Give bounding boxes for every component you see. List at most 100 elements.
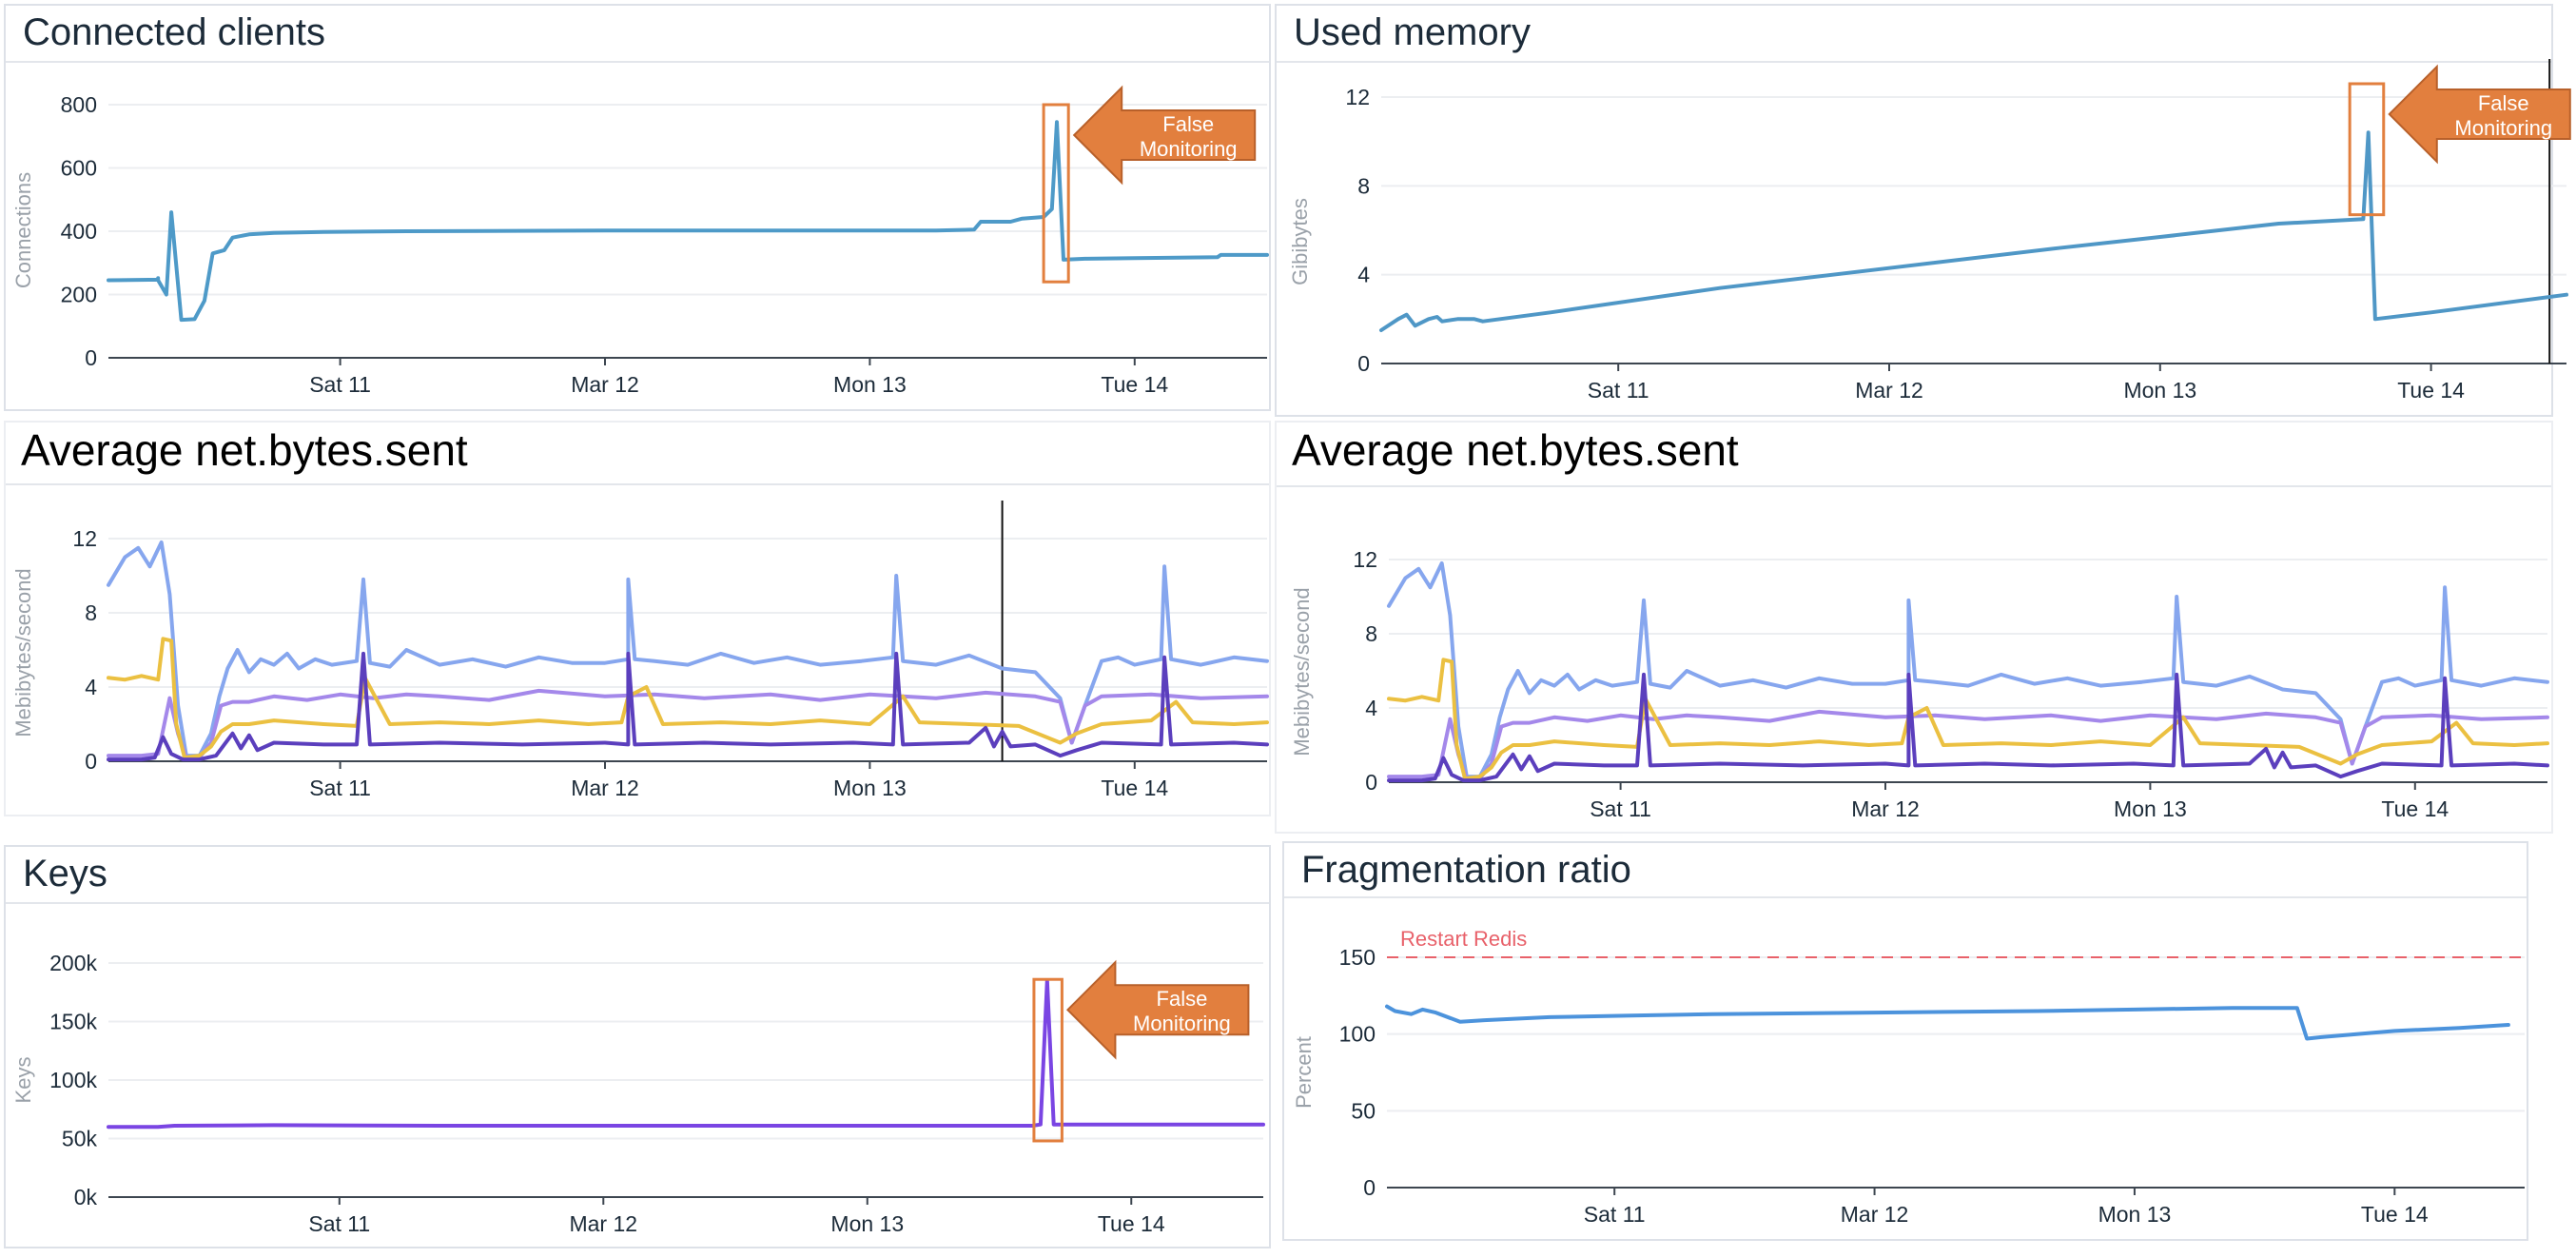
y-tick-label: 600 xyxy=(61,156,97,181)
x-tick-label: Mon 13 xyxy=(833,372,907,397)
y-tick-label: 8 xyxy=(1357,173,1370,198)
chart-used-memory: 0 4 8 12 Sat 11 Mar 12 Mon 13 Tue 14 Gibibytes Fa… xyxy=(1288,59,2571,403)
chart-net-bytes-right: 0 4 8 12 Sat 11 Mar 12 Mon 13 Tue 14 Mebibytes/s… xyxy=(1290,547,2549,821)
annotation-label: Monitoring xyxy=(1133,1012,1231,1035)
x-tick-label: Mar 12 xyxy=(1851,796,1920,821)
x-tick-label: Sat 11 xyxy=(309,372,371,397)
y-tick-label: 4 xyxy=(1357,263,1370,287)
panel-title: Average net.bytes.sent xyxy=(1292,425,1739,475)
panel-keys: Keys 0k 50k 100k 150k 200k Sat 11 Mar 12 Mon 13… xyxy=(4,845,1271,1248)
x-tick-label: Mar 12 xyxy=(571,372,639,397)
y-axis-label: Percent xyxy=(1292,1036,1316,1109)
panel-title: Keys xyxy=(23,853,107,894)
x-tick-label: Mar 12 xyxy=(569,1211,637,1236)
series-line xyxy=(1379,130,2568,332)
y-tick-label: 8 xyxy=(1365,621,1377,646)
panel-title: Fragmentation ratio xyxy=(1301,849,1631,891)
x-tick-label: Mon 13 xyxy=(2123,378,2196,403)
series-line xyxy=(107,120,1269,323)
chart-keys: 0k 50k 100k 150k 200k Sat 11 Mar 12 Mon 13 Tue 1… xyxy=(11,951,1265,1236)
x-tick-label: Mar 12 xyxy=(571,776,639,800)
x-tick-label: Tue 14 xyxy=(2381,796,2449,821)
panel-connected-clients: Connected clients 0 200 400 600 800 Sat 11 Mar… xyxy=(4,4,1271,411)
x-tick-label: Mon 13 xyxy=(2114,796,2187,821)
y-tick-label: 200k xyxy=(49,951,97,975)
panel-fragmentation-ratio: Fragmentation ratio 0 50 100 150 Sat 11 Mar 1… xyxy=(1282,841,2528,1241)
series-line xyxy=(107,651,1269,762)
annotation-label: False xyxy=(2478,91,2529,115)
y-tick-label: 800 xyxy=(61,92,97,117)
x-tick-label: Mon 13 xyxy=(2098,1202,2172,1227)
panel-header-divider xyxy=(6,483,1269,485)
series-line xyxy=(107,978,1265,1130)
panel-title: Average net.bytes.sent xyxy=(21,425,468,475)
x-tick-label: Sat 11 xyxy=(1588,378,1649,403)
annotation-label: False xyxy=(1162,112,1214,136)
series-line xyxy=(1385,1004,2510,1041)
annotation-label: Monitoring xyxy=(1140,137,1238,161)
y-tick-label: 50k xyxy=(62,1127,98,1151)
y-axis-label: Connections xyxy=(11,172,35,288)
y-tick-label: 12 xyxy=(1353,547,1377,572)
y-tick-label: 4 xyxy=(85,675,97,699)
x-tick-label: Mon 13 xyxy=(830,1211,904,1236)
threshold-label: Restart Redis xyxy=(1400,927,1527,951)
x-tick-label: Mar 12 xyxy=(1855,378,1923,403)
series-line xyxy=(1387,658,2549,781)
chart-connected-clients: 0 200 400 600 800 Sat 11 Mar 12 Mon 13 Tue 14 Con… xyxy=(11,85,1269,397)
x-tick-label: Sat 11 xyxy=(309,776,371,800)
panel-net-bytes-left: Average net.bytes.sent 0 4 8 12 Sat 11 Mar 12… xyxy=(4,421,1271,816)
panel-used-memory: Used memory 0 4 8 12 Sat 11 Mar 12 Mon 13 Tue 1… xyxy=(1275,4,2571,417)
y-tick-label: 0 xyxy=(85,749,97,774)
y-tick-label: 0 xyxy=(1357,351,1370,376)
y-tick-label: 50 xyxy=(1351,1098,1376,1123)
x-tick-label: Mon 13 xyxy=(833,776,907,800)
x-tick-label: Mar 12 xyxy=(1841,1202,1909,1227)
chart-net-bytes-left: 0 4 8 12 Sat 11 Mar 12 Mon 13 Tue 14 Mebibytes/s… xyxy=(11,501,1269,800)
y-tick-label: 150k xyxy=(49,1010,97,1034)
x-tick-label: Tue 14 xyxy=(1098,1211,1165,1236)
y-tick-label: 400 xyxy=(61,219,97,244)
y-tick-label: 8 xyxy=(85,600,97,625)
y-tick-label: 0 xyxy=(1365,770,1377,795)
annotation-arrow xyxy=(1066,959,1250,1060)
y-tick-label: 12 xyxy=(1345,85,1370,109)
panel-header-divider xyxy=(6,902,1269,904)
y-tick-label: 0 xyxy=(85,345,97,370)
panel-header-divider xyxy=(1277,61,2551,63)
panel-header-divider xyxy=(1284,896,2527,898)
annotation-box xyxy=(1032,977,1064,1143)
series-line xyxy=(1387,672,2549,783)
y-tick-label: 200 xyxy=(61,283,97,307)
y-axis-label: Keys xyxy=(11,1057,35,1104)
x-tick-label: Tue 14 xyxy=(1101,776,1168,800)
y-tick-label: 100k xyxy=(49,1068,97,1092)
y-axis-label: Gibibytes xyxy=(1288,198,1312,285)
y-tick-label: 4 xyxy=(1365,696,1377,720)
x-tick-label: Sat 11 xyxy=(1584,1202,1646,1227)
y-axis-label: Mebibytes/second xyxy=(11,568,35,737)
annotation-arrow xyxy=(2388,64,2571,165)
x-tick-label: Tue 14 xyxy=(2397,378,2465,403)
annotation-box xyxy=(2348,82,2386,217)
y-tick-label: 150 xyxy=(1339,945,1376,970)
annotation-arrow xyxy=(1072,85,1257,186)
panel-title: Used memory xyxy=(1294,11,1531,53)
y-tick-label: 0k xyxy=(74,1185,98,1209)
x-tick-label: Tue 14 xyxy=(1101,372,1168,397)
panel-header-divider xyxy=(1277,485,2551,487)
y-tick-label: 100 xyxy=(1339,1022,1376,1047)
series-line xyxy=(107,637,1269,760)
x-tick-label: Tue 14 xyxy=(2361,1202,2429,1227)
panel-title: Connected clients xyxy=(23,11,325,53)
panel-net-bytes-right: Average net.bytes.sent 0 4 8 12 Sat 11 Mar 12… xyxy=(1275,421,2553,834)
chart-fragmentation-ratio: 0 50 100 150 Sat 11 Mar 12 Mon 13 Tue 14 Percent… xyxy=(1292,927,2525,1227)
annotation-label: False xyxy=(1157,987,1208,1011)
annotation-box xyxy=(1042,103,1070,284)
y-tick-label: 12 xyxy=(72,526,97,551)
x-tick-label: Sat 11 xyxy=(1590,796,1651,821)
y-tick-label: 0 xyxy=(1363,1175,1376,1200)
panel-header-divider xyxy=(6,61,1269,63)
annotation-label: Monitoring xyxy=(2454,116,2552,140)
y-axis-label: Mebibytes/second xyxy=(1290,587,1314,756)
